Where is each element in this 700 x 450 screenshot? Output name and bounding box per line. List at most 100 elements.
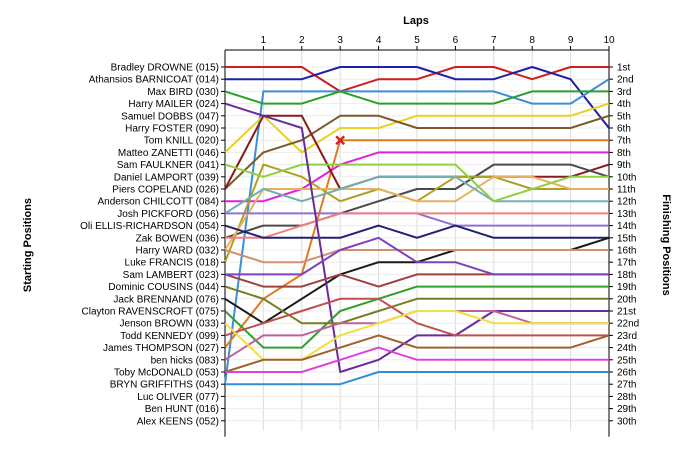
finishing-position-label: 3rd [617,87,631,98]
starting-position-label: Luke FRANCIS (018) [125,258,219,269]
finishing-position-label: 7th [617,136,631,147]
finishing-position-label: 15th [617,233,636,244]
starting-position-label: James THOMPSON (027) [103,343,219,354]
grid-layer [224,49,610,437]
series-line [225,66,609,93]
y-axis-left-title: Starting Positions [22,198,34,292]
series-line [225,66,610,129]
series-line [224,334,610,373]
series-line [224,297,609,337]
series-line [225,371,609,386]
finishing-position-label: 14th [617,221,636,232]
starting-position-label: Harry MAILER (024) [128,99,219,110]
finishing-position-label: 17th [617,258,636,269]
x-tick-label: 1 [261,35,267,46]
x-tick-label: 3 [337,35,343,46]
finishing-position-label: 30th [617,416,636,427]
finishing-position-label: 18th [617,270,636,281]
finishing-position-label: 25th [617,355,636,366]
finishing-position-label: 8th [617,148,631,159]
retired-marker [335,135,346,146]
series-line [224,249,609,264]
lines-layer [224,66,610,386]
series-line [224,175,609,251]
starting-position-label: Daniel LAMPORT (039) [114,172,219,183]
series-line [224,163,609,203]
series-line [224,139,609,349]
finishing-position-label: 28th [617,392,636,403]
x-tick-label: 10 [603,35,615,46]
x-tick-label: 9 [568,35,574,46]
starting-position-label: Josh PICKFORD (056) [117,209,219,220]
series-line [224,78,610,385]
starting-position-label: ben hicks (083) [151,355,219,366]
starting-position-label: Matteo ZANETTI (046) [118,148,219,159]
starting-position-label: Jack BRENNAND (076) [113,294,219,305]
finishing-position-label: 27th [617,380,636,391]
finishing-position-label: 23rd [617,331,637,342]
finishing-position-label: 29th [617,404,636,415]
x-tick-label: 7 [491,35,497,46]
finishing-position-label: 22nd [617,319,639,330]
starting-position-label: Sam LAMBERT (023) [123,270,219,281]
starting-position-label: Piers COPELAND (026) [112,185,219,196]
starting-position-label: Jenson BROWN (033) [120,319,219,330]
finishing-position-label: 19th [617,282,636,293]
starting-position-label: Alex KEENS (052) [137,416,219,427]
starting-position-label: Zak BOWEN (036) [136,233,219,244]
x-axis-title: Laps [403,15,429,27]
series-line [224,90,609,105]
finishing-position-label: 24th [617,343,636,354]
series-line [224,102,609,373]
finishing-position-label: 13th [617,209,636,220]
finishing-position-label: 1st [617,63,631,74]
starting-position-label: BRYN GRIFFITHS (043) [110,380,219,391]
starting-position-label: Samuel DOBBS (047) [121,111,219,122]
series-line [225,236,609,276]
marker-layer [335,135,346,146]
starting-position-label: Max BIRD (030) [147,87,219,98]
finishing-position-label: 26th [617,368,636,379]
starting-position-label: Oli ELLIS-RICHARDSON (054) [80,221,219,232]
starting-position-label: Clayton RAVENSCROFT (075) [82,307,219,318]
series-line [225,346,609,373]
starting-position-label: Dominic COUSINS (044) [108,282,219,293]
y-axis-right-title: Finishing Positions [660,194,672,295]
starting-position-label: Athansios BARNICOAT (014) [89,75,219,86]
finishing-position-label: 4th [617,99,631,110]
x-tick-label: 4 [376,35,382,46]
starting-position-label: Harry WARD (032) [135,246,219,257]
finishing-position-label: 9th [617,160,631,171]
starting-position-label: Luc OLIVER (077) [137,392,219,403]
finishing-position-label: 20th [617,294,636,305]
series-line [224,285,609,349]
x-tick-label: 6 [453,35,459,46]
starting-position-label: Bradley DROWNE (015) [111,63,219,74]
finishing-position-label: 16th [617,246,636,257]
finishing-position-label: 12th [617,197,636,208]
series-line [224,175,609,215]
series-line [224,163,610,239]
finishing-position-label: 5th [617,111,631,122]
x-tick-label: 5 [414,35,420,46]
series-line [224,224,609,239]
starting-position-label: Todd KENNEDY (099) [120,331,219,342]
finishing-position-label: 2nd [617,75,634,86]
finishing-position-label: 10th [617,172,636,183]
starting-position-label: Anderson CHILCOTT (084) [97,197,219,208]
finishing-position-label: 11th [617,185,636,196]
starting-position-label: Tom KNILL (020) [144,136,219,147]
series-line [224,114,610,190]
series-line [225,212,609,239]
x-tick-label: 8 [529,35,535,46]
starting-position-label: Sam FAULKNER (041) [117,160,219,171]
starting-position-label: Harry FOSTER (090) [125,124,219,135]
series-line [224,102,610,154]
tick-label-layer: 1 2 3 4 5 6 7 8 9 10 Bradley DROWNE (015) 1st Athans… [80,35,639,427]
x-tick-label: 2 [299,35,305,46]
finishing-position-label: 6th [617,124,631,135]
starting-position-label: Toby McDONALD (053) [114,368,219,379]
finishing-position-label: 21st [617,307,636,318]
series-line [225,151,609,203]
